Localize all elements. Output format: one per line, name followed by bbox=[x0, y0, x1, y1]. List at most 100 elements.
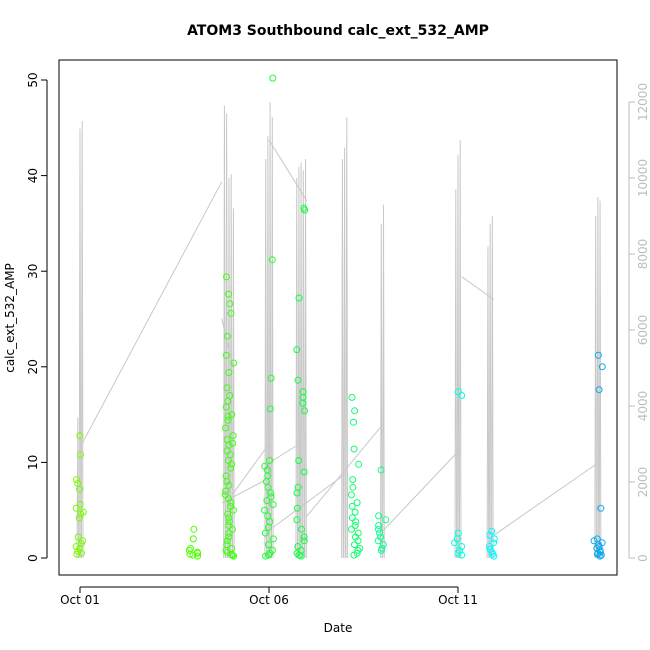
data-point bbox=[264, 483, 272, 491]
data-point bbox=[300, 537, 308, 545]
y-tick-label: 40 bbox=[26, 168, 40, 183]
y2-tick-label: 2000 bbox=[636, 467, 650, 498]
data-point bbox=[377, 533, 385, 541]
data-point bbox=[293, 516, 301, 524]
x-axis-label: Date bbox=[324, 621, 353, 635]
data-point bbox=[293, 489, 301, 497]
y-tick-label: 50 bbox=[26, 72, 40, 87]
data-point bbox=[186, 550, 194, 558]
data-point bbox=[293, 346, 301, 354]
data-point bbox=[348, 393, 356, 401]
data-point bbox=[76, 485, 83, 493]
y2-tick-label: 4000 bbox=[636, 391, 650, 422]
data-point bbox=[354, 546, 362, 554]
data-point bbox=[295, 294, 303, 302]
data-point bbox=[595, 386, 603, 394]
data-point bbox=[299, 399, 307, 407]
data-point bbox=[349, 483, 357, 491]
data-point bbox=[228, 550, 236, 558]
secondary-spike bbox=[598, 200, 602, 559]
data-point bbox=[226, 300, 234, 308]
data-point bbox=[300, 533, 308, 541]
data-point bbox=[189, 535, 197, 543]
data-point bbox=[375, 522, 383, 529]
data-point bbox=[194, 552, 201, 560]
secondary-connector bbox=[382, 451, 459, 532]
secondary-spike bbox=[341, 158, 344, 559]
data-point bbox=[349, 476, 357, 484]
data-point bbox=[458, 392, 466, 399]
data-point bbox=[351, 508, 359, 516]
secondary-connector bbox=[81, 181, 223, 445]
data-point bbox=[223, 537, 231, 545]
data-point bbox=[351, 407, 359, 415]
secondary-spike bbox=[345, 117, 349, 559]
secondary-connector bbox=[221, 477, 270, 504]
data-point bbox=[300, 468, 308, 476]
secondary-spike bbox=[232, 208, 235, 559]
secondary-spike bbox=[297, 166, 301, 559]
data-point bbox=[454, 549, 462, 557]
data-point bbox=[376, 529, 384, 537]
data-point bbox=[222, 403, 230, 411]
secondary-spike bbox=[295, 177, 299, 559]
data-point bbox=[351, 522, 359, 529]
data-point bbox=[77, 540, 85, 548]
data-point bbox=[269, 74, 277, 82]
data-point bbox=[294, 376, 302, 384]
data-point bbox=[228, 460, 236, 468]
secondary-spike bbox=[80, 120, 84, 559]
x-tick-label: Oct 01 bbox=[60, 593, 100, 607]
data-point bbox=[225, 290, 233, 298]
scatter-points bbox=[72, 74, 606, 560]
data-point bbox=[75, 514, 83, 522]
data-point bbox=[295, 457, 303, 464]
secondary-spike bbox=[596, 196, 600, 559]
y-tick-label: 0 bbox=[26, 554, 40, 562]
data-point bbox=[73, 476, 80, 484]
data-point bbox=[223, 548, 231, 556]
data-point bbox=[224, 510, 232, 518]
data-point bbox=[74, 533, 82, 541]
secondary-series bbox=[76, 101, 602, 559]
data-point bbox=[377, 466, 385, 474]
data-point bbox=[194, 549, 202, 557]
data-point bbox=[355, 460, 363, 468]
data-point bbox=[597, 551, 605, 559]
data-point bbox=[486, 531, 494, 539]
y2-tick-label: 12000 bbox=[636, 83, 650, 121]
data-point bbox=[490, 552, 498, 560]
data-point bbox=[458, 551, 466, 559]
data-point bbox=[230, 359, 238, 367]
plot-area-frame bbox=[58, 59, 618, 576]
data-point bbox=[451, 539, 459, 547]
data-point bbox=[348, 502, 356, 510]
data-point bbox=[485, 543, 493, 550]
data-point bbox=[230, 552, 237, 560]
y-tick-label: 30 bbox=[26, 264, 40, 279]
data-point bbox=[377, 546, 385, 554]
data-point bbox=[266, 405, 274, 413]
data-point bbox=[78, 549, 85, 557]
data-point bbox=[375, 512, 383, 520]
chart-title: ATOM3 Southbound calc_ext_532_AMP bbox=[187, 23, 489, 39]
secondary-spike bbox=[486, 246, 490, 559]
data-point bbox=[301, 407, 308, 415]
data-point bbox=[353, 499, 361, 507]
data-point bbox=[594, 351, 602, 359]
secondary-connector bbox=[272, 473, 345, 529]
data-point bbox=[351, 541, 358, 549]
secondary-spike bbox=[227, 177, 231, 559]
data-point bbox=[227, 464, 235, 472]
data-point bbox=[266, 457, 273, 464]
data-point bbox=[227, 309, 235, 317]
data-point bbox=[348, 514, 356, 522]
data-point bbox=[488, 527, 496, 535]
data-point bbox=[222, 424, 229, 432]
data-point bbox=[72, 543, 80, 550]
data-point bbox=[222, 487, 230, 495]
x-tick-label: Oct 11 bbox=[438, 593, 478, 607]
data-point bbox=[262, 552, 270, 560]
data-point bbox=[269, 535, 277, 543]
